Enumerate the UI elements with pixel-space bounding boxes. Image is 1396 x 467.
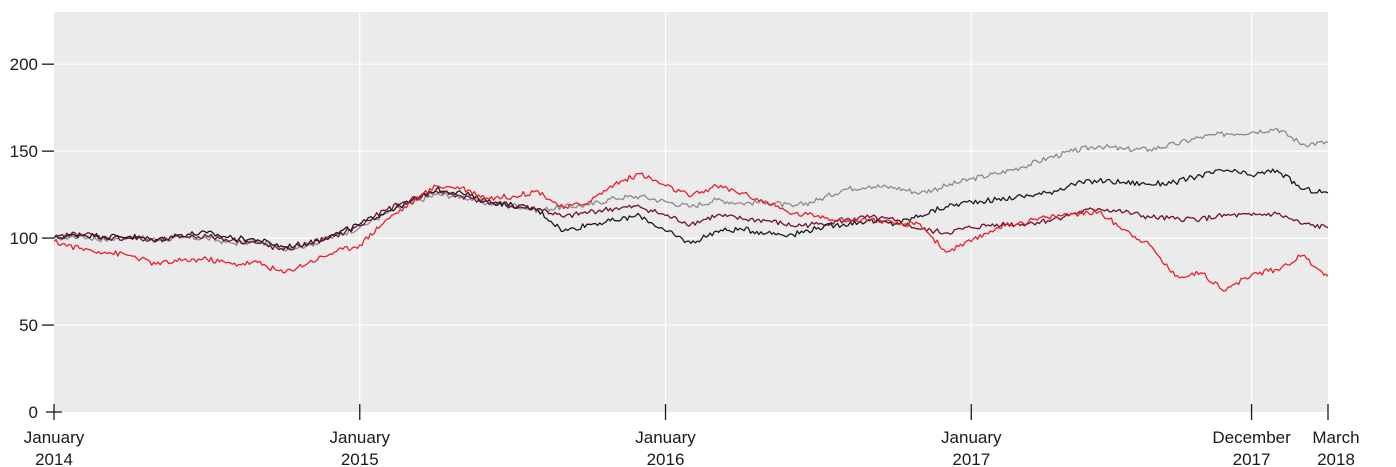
x-tick-label: January 2017 xyxy=(941,428,1002,467)
y-tick-label: 0 xyxy=(29,403,38,422)
x-tick-label-line: 2014 xyxy=(35,450,73,467)
x-gridlines xyxy=(359,12,1253,412)
x-tick-label-line: 2018 xyxy=(1317,450,1355,467)
y-gridlines xyxy=(54,63,1328,326)
x-tick-label: January 2014 xyxy=(24,428,85,467)
x-tick-label-line: January xyxy=(330,428,391,447)
y-tick-label: 150 xyxy=(10,142,38,161)
series-line-4 xyxy=(53,172,1329,292)
x-tick-label-line: January xyxy=(24,428,85,447)
y-tick-label: 50 xyxy=(19,316,38,335)
series-line-3 xyxy=(53,190,1329,251)
series-line-1 xyxy=(53,127,1329,252)
x-tick-label: January 2016 xyxy=(635,428,696,467)
y-tick-label: 100 xyxy=(10,229,38,248)
x-tick-label-line: March xyxy=(1312,428,1359,447)
y-axis: 0 50 100 150 200 xyxy=(10,55,62,422)
x-tick-label-line: 2017 xyxy=(952,450,990,467)
y-tick-label: 200 xyxy=(10,55,38,74)
series-line-2 xyxy=(53,168,1329,250)
x-tick-label: December 2017 xyxy=(1212,428,1291,467)
x-tick-label-line: 2017 xyxy=(1233,450,1271,467)
x-tick-label: January 2015 xyxy=(330,428,391,467)
x-tick-label: March 2018 xyxy=(1312,428,1359,467)
x-tick-label-line: 2015 xyxy=(341,450,379,467)
x-tick-label-line: January xyxy=(941,428,1002,447)
x-tick-label-line: December xyxy=(1212,428,1291,447)
x-tick-label-line: January xyxy=(635,428,696,447)
x-tick-label-line: 2016 xyxy=(647,450,685,467)
series-layer xyxy=(53,127,1329,292)
